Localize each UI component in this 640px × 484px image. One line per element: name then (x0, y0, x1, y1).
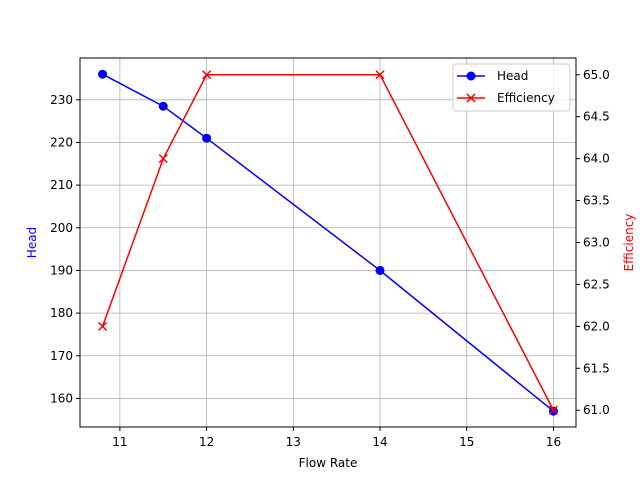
data-point-marker (98, 69, 108, 79)
y-tick-label: 170 (50, 349, 73, 363)
series-line-head (102, 73, 554, 412)
y-axis-label-left: Head (25, 227, 39, 258)
legend-marker (466, 71, 476, 81)
y-right-tick-label: 62.5 (583, 277, 610, 291)
y-right-tick-label: 65.0 (583, 68, 610, 82)
x-tick-label: 12 (199, 435, 214, 449)
legend-label: Head (497, 69, 528, 83)
data-point-marker (158, 101, 168, 111)
series-line-efficiency (101, 74, 555, 411)
y-tick-label: 220 (50, 135, 73, 149)
y-right-tick-label: 64.5 (583, 110, 610, 124)
y-right-tick-label: 63.5 (583, 194, 610, 208)
y-tick-label: 230 (50, 93, 73, 107)
y-right-tick-label: 62.0 (583, 319, 610, 333)
y-tick-label: 200 (50, 221, 73, 235)
y-right-tick-label: 63.0 (583, 236, 610, 250)
y-right-tick-label: 61.5 (583, 361, 610, 375)
data-point-x-marker (158, 154, 168, 164)
x-tick-label: 15 (459, 435, 474, 449)
legend-marker (466, 93, 476, 103)
y-tick-label: 160 (50, 391, 73, 405)
x-tick-label: 11 (112, 435, 127, 449)
y-right-tick-label: 61.0 (583, 403, 610, 417)
data-point-x-marker (548, 405, 558, 415)
y-tick-label: 190 (50, 263, 73, 277)
data-point-x-marker (202, 70, 212, 80)
data-point-marker (375, 265, 385, 275)
legend-label: Efficiency (497, 91, 555, 105)
y-right-tick-label: 64.0 (583, 152, 610, 166)
data-point-x-marker (375, 70, 385, 80)
data-point-x-marker (98, 321, 108, 331)
plot-frame (79, 57, 577, 428)
x-tick-label: 16 (546, 435, 561, 449)
data-point-marker (202, 133, 212, 143)
x-tick-label: 14 (372, 435, 387, 449)
x-axis-label: Flow Rate (299, 456, 358, 470)
y-tick-label: 180 (50, 306, 73, 320)
x-tick-label: 13 (286, 435, 301, 449)
y-tick-label: 210 (50, 178, 73, 192)
y-axis-label-right: Efficiency (622, 214, 636, 272)
